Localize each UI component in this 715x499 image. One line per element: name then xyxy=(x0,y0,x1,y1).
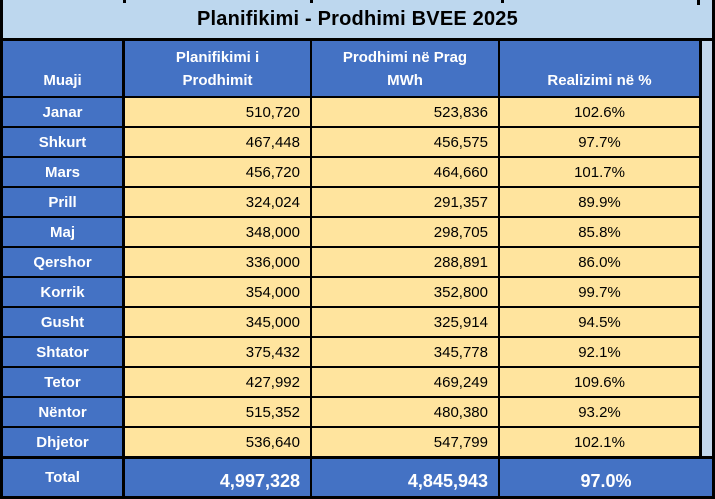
planned-value-cell: 345,000 xyxy=(125,308,310,336)
table-title-row: Planifikimi - Prodhimi BVEE 2025 xyxy=(3,0,712,38)
produced-column-header: Prodhimi në Prag MWh xyxy=(312,41,498,96)
produced-value-cell: 325,914 xyxy=(312,308,498,336)
produced-value-cell: 547,799 xyxy=(312,428,498,456)
divider xyxy=(3,38,712,41)
month-cell: Maj xyxy=(3,218,122,246)
month-cell: Nëntor xyxy=(3,398,122,426)
month-cell: Gusht xyxy=(3,308,122,336)
table-row: Nëntor 515,352 480,380 93.2% xyxy=(3,398,699,426)
table-row: Shkurt 467,448 456,575 97.7% xyxy=(3,128,699,156)
table-row: Gusht 345,000 325,914 94.5% xyxy=(3,308,699,336)
table-row: Dhjetor 536,640 547,799 102.1% xyxy=(3,428,699,456)
produced-value-cell: 288,891 xyxy=(312,248,498,276)
divider xyxy=(3,456,712,459)
month-cell: Dhjetor xyxy=(3,428,122,456)
table-title: Planifikimi - Prodhimi BVEE 2025 xyxy=(197,7,518,30)
total-produced-cell: 4,845,943 xyxy=(312,459,498,496)
realization-value-cell: 102.1% xyxy=(500,428,699,456)
produced-value-cell: 523,836 xyxy=(312,98,498,126)
total-realization-cell: 97.0% xyxy=(500,459,712,496)
planned-value-cell: 456,720 xyxy=(125,158,310,186)
realization-value-cell: 101.7% xyxy=(500,158,699,186)
month-column-header: Muaji xyxy=(3,41,122,96)
table-row: Mars 456,720 464,660 101.7% xyxy=(3,158,699,186)
planned-header-line1: Planifikimi i xyxy=(175,49,260,66)
realization-value-cell: 85.8% xyxy=(500,218,699,246)
month-cell: Tetor xyxy=(3,368,122,396)
gridline-tick xyxy=(310,0,313,3)
planned-column-header: Planifikimi i Prodhimit xyxy=(125,41,310,96)
planned-value-cell: 354,000 xyxy=(125,278,310,306)
realization-value-cell: 94.5% xyxy=(500,308,699,336)
produced-value-cell: 291,357 xyxy=(312,188,498,216)
month-cell: Qershor xyxy=(3,248,122,276)
table-main-area: Muaji Planifikimi i Prodhimit Prodhimi n… xyxy=(3,41,699,456)
produced-value-cell: 469,249 xyxy=(312,368,498,396)
table-row: Korrik 354,000 352,800 99.7% xyxy=(3,278,699,306)
table-header-row: Muaji Planifikimi i Prodhimit Prodhimi n… xyxy=(3,41,699,96)
planned-value-cell: 427,992 xyxy=(125,368,310,396)
right-margin-column xyxy=(702,41,712,456)
produced-value-cell: 352,800 xyxy=(312,278,498,306)
total-planned-cell: 4,997,328 xyxy=(125,459,310,496)
planned-header-line2: Prodhimit xyxy=(182,72,253,89)
realization-value-cell: 92.1% xyxy=(500,338,699,366)
produced-value-cell: 464,660 xyxy=(312,158,498,186)
planned-value-cell: 536,640 xyxy=(125,428,310,456)
produced-header-line1: Prodhimi në Prag xyxy=(342,49,468,66)
total-label-cell: Total xyxy=(3,459,122,496)
planned-value-cell: 348,000 xyxy=(125,218,310,246)
realization-value-cell: 89.9% xyxy=(500,188,699,216)
realization-value-cell: 109.6% xyxy=(500,368,699,396)
planned-value-cell: 515,352 xyxy=(125,398,310,426)
table-row: Qershor 336,000 288,891 86.0% xyxy=(3,248,699,276)
realization-value-cell: 86.0% xyxy=(500,248,699,276)
month-cell: Mars xyxy=(3,158,122,186)
planned-value-cell: 324,024 xyxy=(125,188,310,216)
realization-column-header: Realizimi në % xyxy=(500,41,699,96)
table-row: Maj 348,000 298,705 85.8% xyxy=(3,218,699,246)
realization-value-cell: 99.7% xyxy=(500,278,699,306)
table-row: Prill 324,024 291,357 89.9% xyxy=(3,188,699,216)
produced-header-line2: MWh xyxy=(387,72,423,89)
month-cell: Shkurt xyxy=(3,128,122,156)
planned-value-cell: 375,432 xyxy=(125,338,310,366)
month-cell: Korrik xyxy=(3,278,122,306)
table-row: Janar 510,720 523,836 102.6% xyxy=(3,98,699,126)
total-row: Total 4,997,328 4,845,943 97.0% xyxy=(3,459,712,496)
realization-value-cell: 97.7% xyxy=(500,128,699,156)
produced-value-cell: 480,380 xyxy=(312,398,498,426)
divider xyxy=(699,41,702,456)
realization-value-cell: 93.2% xyxy=(500,398,699,426)
table-row: Shtator 375,432 345,778 92.1% xyxy=(3,338,699,366)
gridline-tick xyxy=(501,0,504,3)
planned-value-cell: 336,000 xyxy=(125,248,310,276)
produced-value-cell: 456,575 xyxy=(312,128,498,156)
realization-value-cell: 102.6% xyxy=(500,98,699,126)
month-cell: Shtator xyxy=(3,338,122,366)
month-cell: Janar xyxy=(3,98,122,126)
produced-value-cell: 298,705 xyxy=(312,218,498,246)
month-cell: Prill xyxy=(3,188,122,216)
gridline-tick xyxy=(697,0,700,5)
gridline-tick xyxy=(123,0,126,3)
planned-value-cell: 467,448 xyxy=(125,128,310,156)
produced-value-cell: 345,778 xyxy=(312,338,498,366)
planned-value-cell: 510,720 xyxy=(125,98,310,126)
table-body: Muaji Planifikimi i Prodhimit Prodhimi n… xyxy=(3,41,712,456)
table-row: Tetor 427,992 469,249 109.6% xyxy=(3,368,699,396)
